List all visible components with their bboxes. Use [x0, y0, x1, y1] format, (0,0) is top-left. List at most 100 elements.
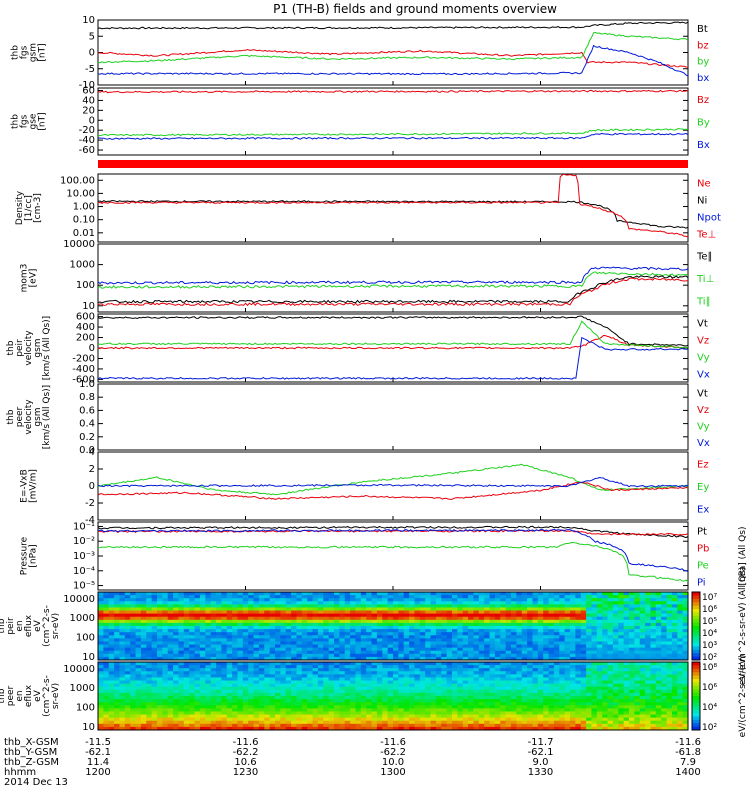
heatmap-cell — [682, 613, 689, 618]
heatmap-cell — [553, 699, 560, 703]
heatmap-cell — [521, 668, 528, 672]
heatmap-cell — [205, 714, 212, 719]
heatmap-cell — [580, 613, 587, 618]
heatmap-cell — [650, 650, 657, 655]
heatmap-cell — [478, 677, 485, 682]
heatmap-cell — [505, 629, 512, 633]
heatmap-cell — [473, 668, 480, 672]
heatmap-cell — [430, 720, 437, 725]
heatmap-cell — [629, 629, 635, 633]
heatmap-cell — [323, 717, 330, 722]
ylabel-line: thb — [6, 340, 16, 355]
heatmap-cell — [194, 592, 201, 596]
heatmap-cell — [350, 644, 356, 649]
heatmap-cell — [553, 686, 560, 691]
heatmap-cell — [312, 680, 319, 685]
heatmap-cell — [564, 662, 571, 666]
heatmap-cell — [489, 699, 496, 703]
heatmap-cell — [285, 610, 292, 615]
heatmap-cell — [173, 635, 179, 639]
heatmap-cell — [146, 705, 153, 709]
heatmap-cell — [382, 607, 389, 612]
heatmap-cell — [661, 626, 668, 630]
heatmap-cell — [618, 653, 625, 658]
heatmap-cell — [366, 714, 373, 719]
heatmap-cell — [403, 692, 410, 697]
heatmap-cell — [135, 598, 142, 602]
heatmap-cell — [296, 689, 303, 694]
heatmap-cell — [387, 720, 394, 725]
heatmap-cell — [157, 674, 163, 678]
heatmap-cell — [548, 683, 555, 688]
heatmap-cell — [291, 714, 297, 719]
heatmap-cell — [301, 632, 308, 636]
heatmap-cell — [124, 677, 131, 682]
heatmap-cell — [103, 702, 110, 706]
heatmap-cell — [194, 689, 201, 694]
heatmap-cell — [596, 720, 603, 725]
heatmap-cell — [468, 635, 474, 639]
heatmap-cell — [677, 650, 684, 655]
heatmap-cell — [671, 662, 678, 666]
heatmap-cell — [570, 635, 576, 639]
heatmap-cell — [264, 653, 271, 658]
heatmap-cell — [237, 662, 244, 666]
heatmap-cell — [178, 723, 185, 728]
heatmap-cell — [328, 708, 335, 712]
heatmap-cell — [376, 683, 383, 688]
heatmap-cell — [666, 653, 673, 658]
heatmap-cell — [221, 601, 228, 605]
heatmap-cell — [650, 714, 657, 719]
heatmap-cell — [629, 616, 635, 621]
heatmap-cell — [232, 644, 238, 649]
heatmap-cell — [521, 622, 528, 627]
heatmap-cell — [167, 629, 174, 633]
heatmap-cell — [457, 686, 464, 691]
heatmap-cell — [205, 653, 212, 658]
heatmap-cell — [430, 689, 437, 694]
heatmap-cell — [312, 601, 319, 605]
heatmap-cell — [596, 692, 603, 697]
heatmap-cell — [468, 638, 474, 642]
heatmap-cell — [425, 604, 432, 608]
heatmap-cell — [419, 607, 426, 612]
heatmap-cell — [398, 616, 405, 621]
series-Pt — [97, 525, 689, 539]
heatmap-cell — [425, 610, 432, 615]
heatmap-cell — [344, 680, 351, 685]
heatmap-cell — [135, 629, 142, 633]
heatmap-cell — [446, 686, 453, 691]
heatmap-cell — [650, 696, 657, 700]
ylabel-line: velocity — [24, 399, 34, 435]
heatmap-cell — [167, 711, 174, 716]
heatmap-cell — [570, 702, 576, 706]
heatmap-cell — [478, 653, 485, 658]
heatmap-cell — [602, 653, 609, 658]
heatmap-cell — [382, 604, 389, 608]
heatmap-cell — [387, 613, 394, 618]
heatmap-cell — [666, 680, 673, 685]
heatmap-cell — [446, 662, 453, 666]
heatmap-cell — [629, 641, 635, 646]
heatmap-cell — [140, 626, 147, 630]
heatmap-cell — [323, 720, 330, 725]
heatmap-cell — [334, 601, 340, 605]
heatmap-cell — [339, 705, 346, 709]
heatmap-cell — [334, 674, 340, 678]
heatmap-cell — [543, 662, 550, 666]
heatmap-cell — [312, 622, 319, 627]
colorbar-step — [692, 653, 700, 658]
series-Teperp — [97, 277, 689, 307]
heatmap-cell — [151, 610, 158, 615]
ytick-label: 10⁻⁵ — [73, 581, 95, 592]
heatmap-cell — [130, 671, 137, 675]
heatmap-cell — [516, 629, 523, 633]
heatmap-cell — [355, 656, 362, 661]
heatmap-cell — [430, 644, 437, 649]
heatmap-cell — [248, 616, 255, 621]
heatmap-cell — [387, 635, 394, 639]
heatmap-cell — [135, 692, 142, 697]
heatmap-cell — [666, 632, 673, 636]
heatmap-cell — [527, 686, 533, 691]
heatmap-cell — [419, 683, 426, 688]
